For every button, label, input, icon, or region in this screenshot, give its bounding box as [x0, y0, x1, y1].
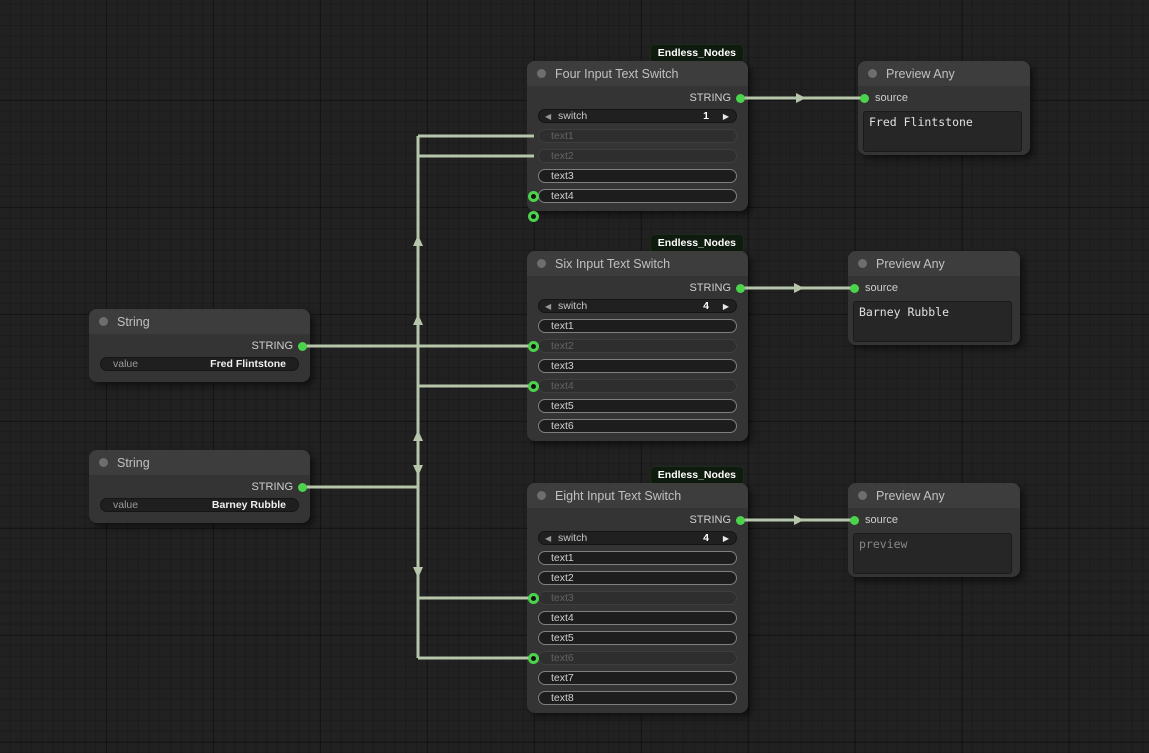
input-label: source [875, 92, 909, 104]
input-row-text2[interactable]: text2 [538, 149, 737, 163]
input-row-text2[interactable]: text2 [538, 339, 737, 353]
node-titlebar[interactable]: Six Input Text Switch [527, 251, 748, 276]
widget-value: Fred Flintstone [210, 358, 286, 370]
input-row-text1[interactable]: text1 [538, 319, 737, 333]
node-preview-any-1[interactable]: Preview Any source Fred Flintstone [858, 61, 1030, 155]
output-label: STRING [689, 92, 731, 104]
node-title: Preview Any [876, 488, 945, 503]
node-titlebar[interactable]: Eight Input Text Switch [527, 483, 748, 508]
node-title: Preview Any [886, 66, 955, 81]
combo-left-arrow-icon[interactable]: ◀ [545, 534, 552, 543]
combo-left-arrow-icon[interactable]: ◀ [545, 302, 552, 311]
node-title: Six Input Text Switch [555, 256, 671, 271]
node-string-1[interactable]: String STRING value Fred Flintstone [89, 309, 310, 382]
value-widget[interactable]: value Fred Flintstone [100, 357, 299, 371]
preview-text-area[interactable]: Fred Flintstone [863, 111, 1022, 152]
output-label: STRING [689, 514, 731, 526]
input-row-text5[interactable]: text5 [538, 631, 737, 645]
switch-combo-widget[interactable]: ◀ switch 4 ▶ [538, 299, 737, 313]
input-row-text1[interactable]: text1 [538, 551, 737, 565]
collapse-dot-icon[interactable] [537, 69, 546, 78]
output-port-string[interactable] [736, 94, 745, 103]
node-string-2[interactable]: String STRING value Barney Rubble [89, 450, 310, 523]
input-port-source[interactable] [850, 516, 859, 525]
node-titlebar[interactable]: String [89, 309, 310, 334]
node-title: Four Input Text Switch [555, 66, 679, 81]
node-preview-any-2[interactable]: Preview Any source Barney Rubble [848, 251, 1020, 345]
input-row-text3[interactable]: text3 [538, 359, 737, 373]
combo-value: 1 [703, 110, 709, 122]
node-four-input-text-switch[interactable]: Four Input Text Switch STRING ◀ switch 1… [527, 61, 748, 222]
combo-right-arrow-icon[interactable]: ▶ [722, 302, 729, 311]
combo-left-arrow-icon[interactable]: ◀ [545, 112, 552, 121]
input-port-text1[interactable] [528, 191, 539, 202]
input-row-text3[interactable]: text3 [538, 591, 737, 605]
input-row-text3[interactable]: text3 [538, 169, 737, 183]
node-title: String [117, 455, 150, 470]
node-titlebar[interactable]: Preview Any [848, 483, 1020, 508]
combo-right-arrow-icon[interactable]: ▶ [722, 534, 729, 543]
input-port-text2[interactable] [528, 211, 539, 222]
output-label: STRING [689, 282, 731, 294]
collapse-dot-icon[interactable] [858, 259, 867, 268]
preview-text-area[interactable]: preview [853, 533, 1012, 574]
input-port-text4[interactable] [528, 381, 539, 392]
output-port-string[interactable] [736, 516, 745, 525]
value-widget[interactable]: value Barney Rubble [100, 498, 299, 512]
output-port-string[interactable] [736, 284, 745, 293]
node-titlebar[interactable]: Preview Any [848, 251, 1020, 276]
input-row-text6[interactable]: text6 [538, 419, 737, 433]
node-title: Eight Input Text Switch [555, 488, 682, 503]
input-label: source [865, 514, 899, 526]
widget-label: value [113, 499, 139, 511]
switch-combo-widget[interactable]: ◀ switch 1 ▶ [538, 109, 737, 123]
output-port-string[interactable] [298, 342, 307, 351]
combo-value: 4 [703, 300, 709, 312]
collapse-dot-icon[interactable] [868, 69, 877, 78]
combo-label: switch [558, 300, 588, 312]
collapse-dot-icon[interactable] [858, 491, 867, 500]
input-port-source[interactable] [850, 284, 859, 293]
node-preview-any-3[interactable]: Preview Any source preview [848, 483, 1020, 577]
input-row-text4[interactable]: text4 [538, 379, 737, 393]
collapse-dot-icon[interactable] [99, 317, 108, 326]
input-port-text3[interactable] [528, 593, 539, 604]
node-title: String [117, 314, 150, 329]
node-titlebar[interactable]: String [89, 450, 310, 475]
node-six-input-text-switch[interactable]: Six Input Text Switch STRING ◀ switch 4 … [527, 251, 748, 441]
input-port-text6[interactable] [528, 653, 539, 664]
combo-label: switch [558, 532, 588, 544]
node-eight-input-text-switch[interactable]: Eight Input Text Switch STRING ◀ switch … [527, 483, 748, 713]
collapse-dot-icon[interactable] [537, 491, 546, 500]
input-row-text4[interactable]: text4 [538, 189, 737, 203]
output-label: STRING [251, 481, 293, 493]
output-label: STRING [251, 340, 293, 352]
input-row-text2[interactable]: text2 [538, 571, 737, 585]
widget-label: value [113, 358, 139, 370]
input-row-text5[interactable]: text5 [538, 399, 737, 413]
preview-text-area[interactable]: Barney Rubble [853, 301, 1012, 342]
node-title: Preview Any [876, 256, 945, 271]
input-row-text6[interactable]: text6 [538, 651, 737, 665]
input-row-text8[interactable]: text8 [538, 691, 737, 705]
collapse-dot-icon[interactable] [99, 458, 108, 467]
combo-right-arrow-icon[interactable]: ▶ [722, 112, 729, 121]
input-port-source[interactable] [860, 94, 869, 103]
node-titlebar[interactable]: Four Input Text Switch [527, 61, 748, 86]
switch-combo-widget[interactable]: ◀ switch 4 ▶ [538, 531, 737, 545]
node-titlebar[interactable]: Preview Any [858, 61, 1030, 86]
widget-value: Barney Rubble [211, 499, 286, 511]
input-row-text4[interactable]: text4 [538, 611, 737, 625]
combo-label: switch [558, 110, 588, 122]
input-label: source [865, 282, 899, 294]
input-row-text1[interactable]: text1 [538, 129, 737, 143]
input-port-text2[interactable] [528, 341, 539, 352]
output-port-string[interactable] [298, 483, 307, 492]
input-row-text7[interactable]: text7 [538, 671, 737, 685]
collapse-dot-icon[interactable] [537, 259, 546, 268]
combo-value: 4 [703, 532, 709, 544]
